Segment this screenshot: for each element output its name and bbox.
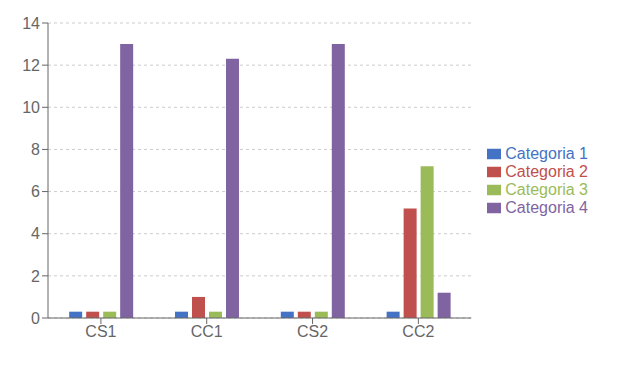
html-text:Categoria 3: Categoria 3 <box>505 180 588 198</box>
svg-text:14: 14 <box>22 15 40 32</box>
svg-text:CS2: CS2 <box>297 323 328 340</box>
svg-text:2: 2 <box>31 268 40 285</box>
svg-text:4: 4 <box>31 225 40 242</box>
html-text:Categoria 4: Categoria 4 <box>505 198 588 216</box>
svg-text:CS1: CS1 <box>85 323 116 340</box>
svg-text:6: 6 <box>31 183 40 200</box>
svg-text:12: 12 <box>22 57 40 74</box>
svg-text:10: 10 <box>22 99 40 116</box>
svg-text:CC1: CC1 <box>191 323 223 340</box>
svg-text:8: 8 <box>31 141 40 158</box>
html-text:Categoria 2: Categoria 2 <box>505 162 588 180</box>
svg-text:0: 0 <box>31 310 40 327</box>
html-text:Categoria 1: Categoria 1 <box>505 144 588 162</box>
svg-text:CC2: CC2 <box>402 323 434 340</box>
